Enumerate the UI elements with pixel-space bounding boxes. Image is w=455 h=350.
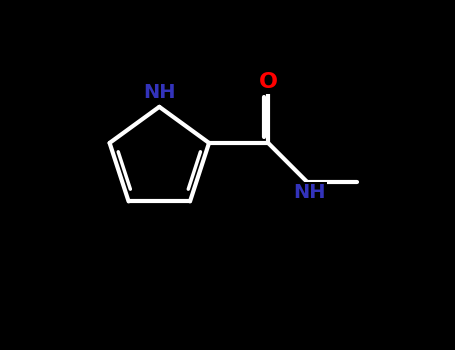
Text: NH: NH <box>143 83 176 102</box>
Text: NH: NH <box>293 183 325 202</box>
Text: O: O <box>258 72 278 92</box>
